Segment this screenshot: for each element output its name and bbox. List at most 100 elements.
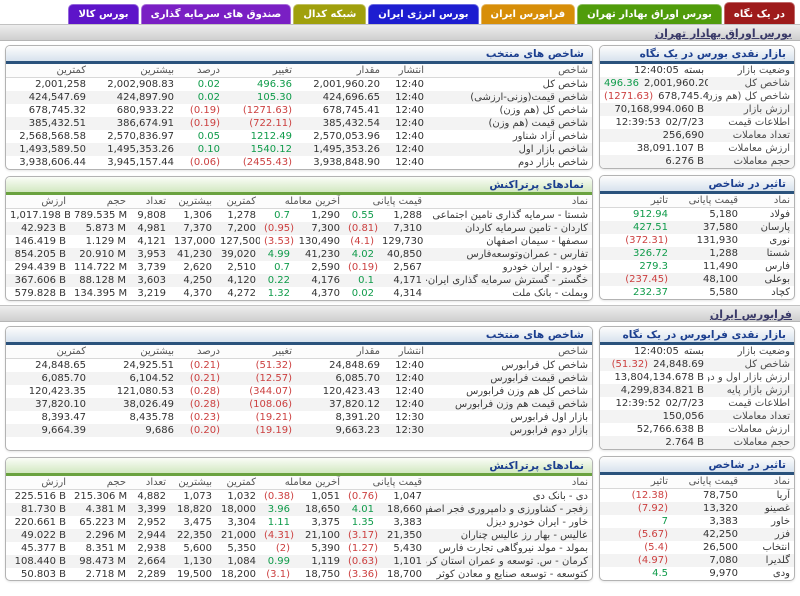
close-percent-cell: (0.81) <box>348 223 379 234</box>
volume-cell: 2.296 M <box>85 529 126 541</box>
symbol-cell[interactable]: سصفها - سیمان اصفهان <box>486 236 588 247</box>
tables-column: شاخص های منتخب شاخص انتشار مقدار تغییر درصد ب… <box>5 326 593 581</box>
tab-فرابورس-ایران[interactable]: فرابورس ایران <box>480 4 576 24</box>
table-row: بازار دوم فرابورس 12:30 9,663.23 (19.19) (0.… <box>6 424 592 437</box>
tab-شبکه-کدال[interactable]: شبکه کدال <box>293 4 367 24</box>
panel-title: نمادهای پرتراکنش <box>6 177 592 195</box>
symbol-cell[interactable]: خاور - ایران خودرو دیزل <box>486 516 588 528</box>
symbol-cell[interactable]: انتخاب <box>762 542 791 553</box>
table-row: تعداد معاملات 256,690 <box>600 129 794 142</box>
glance-label: تعداد معاملات <box>732 130 790 141</box>
tab-در-یک-نگاه[interactable]: در یک نگاه <box>723 2 795 24</box>
symbol-cell[interactable]: گلدیرا <box>765 555 790 566</box>
symbol-cell[interactable]: وبملت - بانک ملت <box>512 288 588 299</box>
symbol-cell[interactable]: کچاد <box>771 287 790 298</box>
percent-cell: (0.19) <box>189 118 220 129</box>
index-value-cell: 2,001,960.20 <box>313 79 380 90</box>
volume-cell: 215.306 M <box>74 490 128 502</box>
symbol-cell[interactable]: ودی <box>772 568 790 579</box>
high-cell: 1,073 <box>183 490 212 502</box>
trades-count-cell: 3,953 <box>137 249 166 260</box>
symbol-cell[interactable]: غصینو <box>764 503 790 514</box>
change-cell: 1212.49 <box>250 131 292 142</box>
close-percent-cell: 0.02 <box>351 288 375 299</box>
symbol-cell[interactable]: کتوسعه - توسعه صنایع و معادن کوثر <box>436 568 588 580</box>
table-row: شستا - سرمایه گذاری تامین اجتماعی 1,288 0.… <box>6 209 592 223</box>
table-row: نوری 131,930 (372.31) <box>600 234 794 247</box>
impact-cell: 326.72 <box>633 248 668 259</box>
low-cell: 1,084 <box>227 555 256 567</box>
publish-time-cell: 12:40 <box>395 360 424 371</box>
symbol-cell[interactable]: خگستر - گسترش سرمایه گذاری ایران‌خودرو <box>426 275 588 286</box>
last-percent-cell: 3.96 <box>267 503 290 515</box>
symbol-cell[interactable]: بمولد - مولد نیروگاهی تجارت فارس <box>438 542 588 554</box>
symbol-cell[interactable]: فولاد <box>769 209 790 220</box>
close-price-cell: 40,850 <box>387 249 423 260</box>
glance-label: ارزش بازار پایه <box>726 385 790 396</box>
tables-column: شاخص های منتخب شاخص انتشار مقدار تغییر درصد ب… <box>5 45 593 301</box>
tab-بورس-اوراق-بهادار-تهران[interactable]: بورس اوراق بهادار تهران <box>577 4 722 24</box>
table-row: کچاد 5,580 232.37 <box>600 286 794 299</box>
close-percent-cell: (4.1) <box>350 236 375 247</box>
symbol-cell[interactable]: کرمان - س. توسعه و عمران استان کرمان <box>426 555 588 567</box>
percent-cell: (0.21) <box>189 360 220 371</box>
percent-cell: 0.02 <box>197 92 220 103</box>
table-row: کتوسعه - توسعه صنایع و معادن کوثر 18,700 (… <box>6 568 592 581</box>
symbol-cell[interactable]: خودرو - ایران خودرو <box>502 262 588 273</box>
column-header: درصد <box>178 64 224 78</box>
tab-بورس-انرژی-ایران[interactable]: بورس انرژی ایران <box>368 4 479 24</box>
tab-صندوق-های-سرمایه-گذاری[interactable]: صندوق های سرمایه گذاری <box>140 4 292 24</box>
symbol-cell[interactable]: شستا <box>766 248 790 259</box>
symbol-cell[interactable]: خاور <box>771 516 790 527</box>
table-row: شاخص قیمت فرابورس 12:40 6,085.70 (12.57) (0.… <box>6 372 592 385</box>
symbol-cell[interactable]: نوری <box>769 235 790 246</box>
close-percent-cell: 4.01 <box>351 503 375 515</box>
high-cell: 1,495,353.26 <box>107 144 174 155</box>
low-cell: 37,820.10 <box>35 399 86 410</box>
change-cell: 1540.12 <box>250 144 292 155</box>
change-cell: (19.21) <box>255 412 292 423</box>
table-row: فزر 42,250 (5.67) <box>600 528 794 541</box>
symbol-cell[interactable]: کاردان - تامین سرمایه کاردان <box>464 223 588 234</box>
glance-value: (51.32) 24,848.69 <box>600 358 708 371</box>
close-price-cell: 2,567 <box>393 262 423 273</box>
index-name-cell: شاخص کل هم وزن فرابورس <box>466 386 588 397</box>
symbol-cell[interactable]: پارسان <box>760 222 790 233</box>
table-row: دی - بانک دی 1,047 (0.76) 1,051 (0.38) 1,032 1… <box>6 489 592 503</box>
index-value-cell: 120,423.43 <box>322 386 380 397</box>
symbol-cell[interactable]: تفارس - عمران‌وتوسعه‌فارس <box>466 249 588 260</box>
symbol-cell[interactable]: فزر <box>774 529 790 540</box>
glance-number: 52,766.638 B <box>636 424 704 435</box>
glance-value: 496.36 2,001,960.20 <box>600 77 708 90</box>
last-percent-cell: (2) <box>275 542 290 554</box>
table-row: شاخص بازار اول 12:40 1,495,353.26 1540.12 0.… <box>6 143 592 156</box>
symbol-cell[interactable]: فارس <box>765 261 790 272</box>
close-price-cell: 9,970 <box>709 568 738 579</box>
table-row: کاردان - تامین سرمایه کاردان 7,310 (0.81) 7… <box>6 222 592 235</box>
actives-table: نماد قیمت پایانی آخرین معامله کمترین بیشترین… <box>6 475 592 581</box>
glance-value: 12:39:53 02/7/23 <box>600 116 708 129</box>
header-row: شاخص انتشار مقدار تغییر درصد بیشترین کمترین <box>6 64 592 78</box>
symbol-cell[interactable]: آریا <box>776 490 790 501</box>
percent-cell: 0.10 <box>197 144 220 155</box>
column-header: بیشترین <box>170 475 216 490</box>
table-row: اطلاعات قیمت 12:39:52 02/7/23 <box>600 397 794 410</box>
column-header: انتشار <box>384 345 428 359</box>
symbol-cell[interactable]: زفجر - کشاورزی و دامپروری فجر اصفهان <box>426 503 588 515</box>
symbol-cell[interactable]: دی - بانک دی <box>532 490 588 502</box>
table-row: تفارس - عمران‌وتوسعه‌فارس 40,850 4.02 41,23… <box>6 248 592 261</box>
symbol-cell[interactable]: شستا - سرمایه گذاری تامین اجتماعی <box>432 210 588 221</box>
low-cell: 24,848.65 <box>35 360 86 371</box>
last-percent-cell: (0.95) <box>264 223 294 234</box>
glance-number: بسته <box>683 346 704 357</box>
impact-cell: 232.37 <box>633 287 668 298</box>
index-name-cell: شاخص بازار اول <box>518 144 588 155</box>
table-row: کرمان - س. توسعه و عمران استان کرمان 1,10… <box>6 554 592 568</box>
table-row: ارزش بازار اول و دوم 13,804,134.678 B <box>600 371 794 384</box>
tab-بورس-کالا[interactable]: بورس کالا <box>68 4 139 24</box>
impact-cell: (372.31) <box>625 235 668 246</box>
symbol-cell[interactable]: عالیس - بهار رز عالیس چناران <box>460 529 588 541</box>
symbol-cell[interactable]: بوعلی <box>764 274 790 285</box>
index-name-cell: شاخص کل <box>542 79 588 90</box>
panel-title: نمادهای پرتراکنش <box>6 457 592 476</box>
